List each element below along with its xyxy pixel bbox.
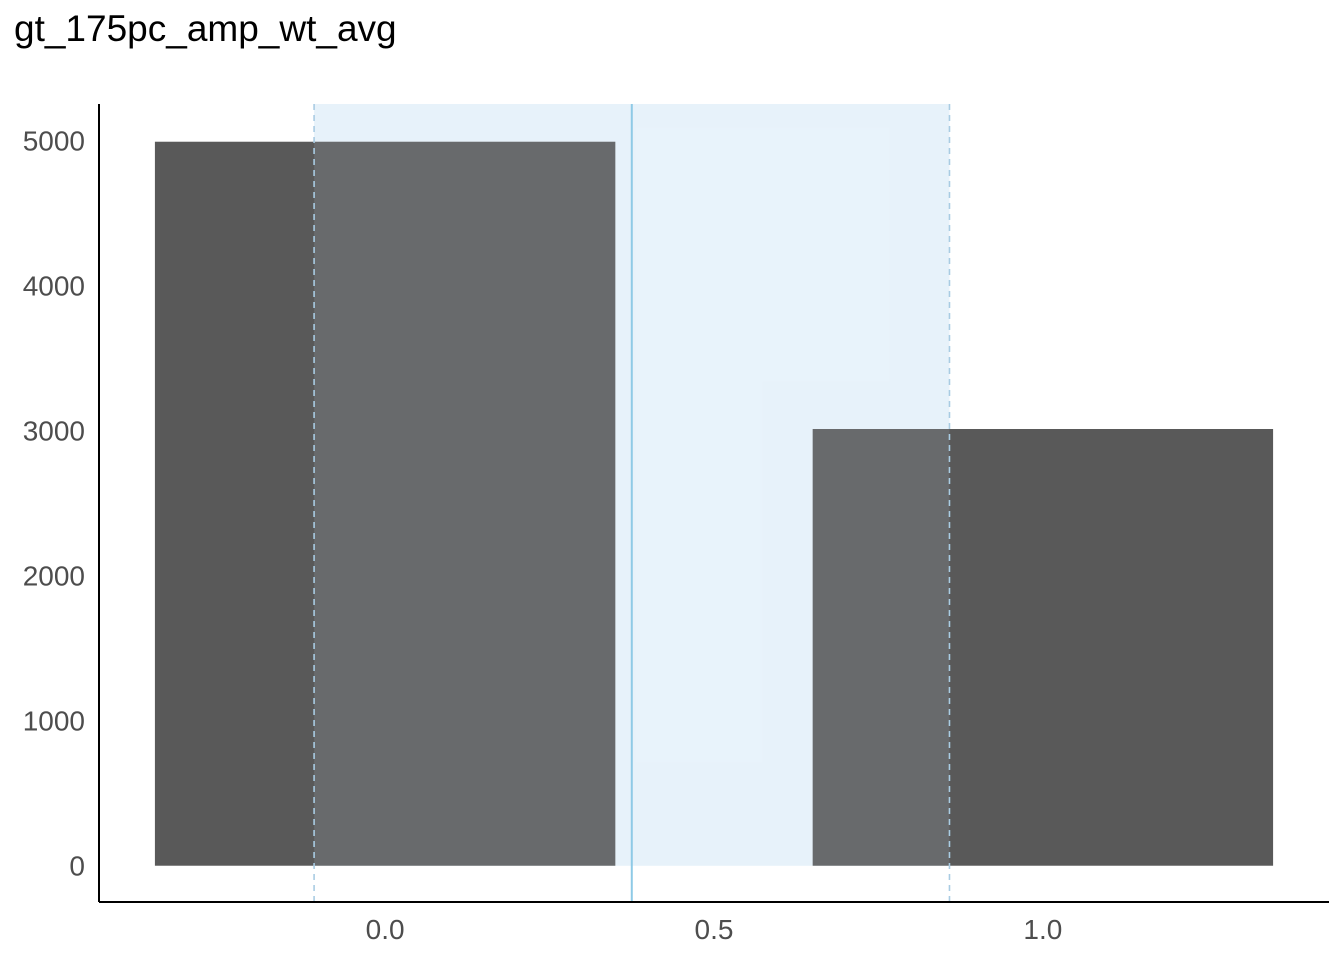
x-tick-label-0.5: 0.5 [695, 914, 734, 945]
chart-title: gt_175pc_amp_wt_avg [14, 8, 397, 49]
y-tick-label-4000: 4000 [23, 270, 85, 301]
y-tick-label-3000: 3000 [23, 415, 85, 446]
x-tick-label-0.0: 0.0 [366, 914, 405, 945]
axes-layer: 0 1000 2000 3000 4000 5000 0.0 0.5 1.0 [23, 104, 1329, 945]
x-tick-label-1.0: 1.0 [1023, 914, 1062, 945]
y-tick-label-5000: 5000 [23, 125, 85, 156]
y-tick-label-2000: 2000 [23, 561, 85, 592]
bars-layer [154, 141, 1274, 866]
bar-1 [812, 429, 1274, 866]
y-tick-label-0: 0 [69, 851, 85, 882]
reference-overlay-layer [313, 104, 951, 902]
y-tick-label-1000: 1000 [23, 706, 85, 737]
bar-0 [154, 141, 616, 866]
